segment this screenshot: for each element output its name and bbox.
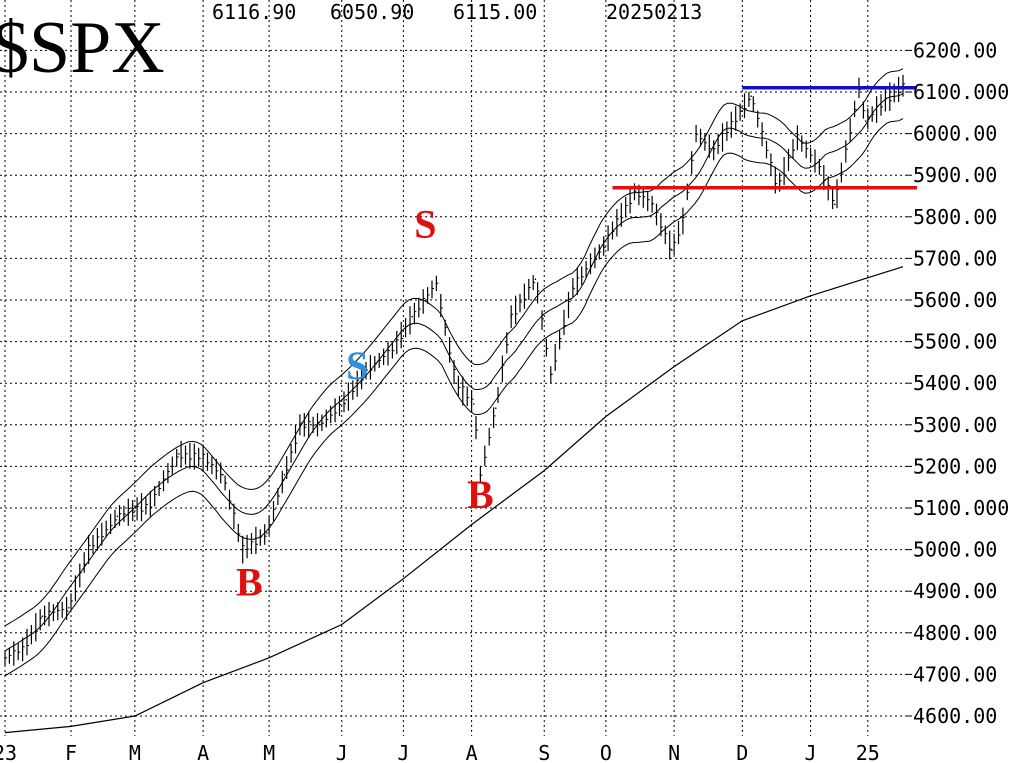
sell-signal-label: S [346,343,368,388]
price-point [202,457,204,459]
header-low: 6050.90 [330,0,414,24]
y-tick-label: 5400.00 [913,371,997,395]
price-point [884,99,887,102]
y-tick-label: 6200.00 [913,38,997,62]
y-axis-ticks: 4600.00 4700.00 4800.00 4900.00 5000.00 5100.… [906,38,1009,728]
price-point [345,399,348,401]
x-tick-label: M [263,741,275,763]
header-high: 6116.90 [212,0,296,24]
price-point [572,286,574,289]
moving-average-line [4,266,904,734]
price-point [818,166,821,168]
price-point [149,503,152,505]
y-tick-label: 4600.00 [913,704,997,728]
buy-signal-label: B [236,559,263,604]
price-point [178,453,180,455]
x-tick-label: O [600,741,612,763]
chart-grid [0,0,906,736]
y-tick-label: 5600.00 [913,288,997,312]
support-resistance-lines [612,86,917,190]
price-point [222,473,224,476]
y-tick-label: 5800.00 [913,205,997,229]
y-tick-label: 6000.00 [913,122,997,146]
price-point [87,548,90,551]
price-point [435,282,438,285]
y-tick-label: 6100.000 [913,80,1009,104]
price-point [550,374,552,376]
price-point [241,548,244,551]
price-point [510,315,512,318]
x-tick-label: S [538,741,550,763]
y-tick-label: 5900.00 [913,163,997,187]
x-tick-label: J [397,741,409,763]
price-point [116,515,119,518]
y-tick-label: 4900.00 [913,579,997,603]
x-tick-label: J [805,741,817,763]
y-tick-label: 4800.00 [913,621,997,645]
price-point [534,278,537,281]
y-tick-label: 5300.00 [913,413,997,437]
price-point [266,532,268,534]
price-point [796,137,799,139]
price-point [21,648,24,651]
x-tick-label: 25 [856,741,880,763]
price-envelope-line [4,118,904,677]
price-point [864,120,867,122]
price-point [633,191,636,193]
price-point [68,607,70,609]
price-point [479,473,482,476]
price-point [41,615,44,617]
chart-annotations: B S S B [236,202,494,605]
price-point [671,249,673,251]
price-point [682,220,684,222]
header-close: 6115.00 [453,0,537,24]
y-tick-label: 5100.000 [913,496,1009,520]
price-point [365,369,367,372]
x-tick-label: D [736,741,748,763]
price-envelope-line [4,68,904,627]
x-tick-label: 23 [0,741,17,763]
y-tick-label: 5500.00 [913,330,997,354]
header-date: 20250213 [606,0,702,24]
price-point [455,382,458,385]
y-tick-label: 5700.00 [913,246,997,270]
sell-signal-label: S [414,202,436,247]
price-point [651,203,653,206]
x-axis-ticks: 23 F M A M J J A S O N D J 25 [0,741,880,763]
y-tick-label: 4700.00 [913,662,997,686]
price-point [411,315,414,318]
buy-signal-label: B [467,472,494,517]
price-point [712,149,715,151]
x-tick-label: N [668,741,680,763]
y-tick-label: 5200.00 [913,454,997,478]
price-series [4,74,905,666]
x-tick-label: J [336,741,348,763]
y-tick-label: 5000.00 [913,538,997,562]
price-point [473,403,475,405]
price-point [283,473,286,476]
price-point [299,424,301,426]
x-tick-label: A [197,741,209,763]
price-point [391,349,394,351]
moving-average-series [4,266,904,734]
x-tick-label: A [466,741,478,763]
price-point [750,95,752,97]
x-tick-label: F [65,741,77,763]
price-point [4,657,6,659]
price-point [495,407,497,410]
price-point [602,245,605,247]
symbol-title: $SPX [0,7,165,89]
x-tick-label: M [129,741,141,763]
price-point [834,203,836,206]
price-point [695,132,697,135]
price-point [318,424,321,426]
